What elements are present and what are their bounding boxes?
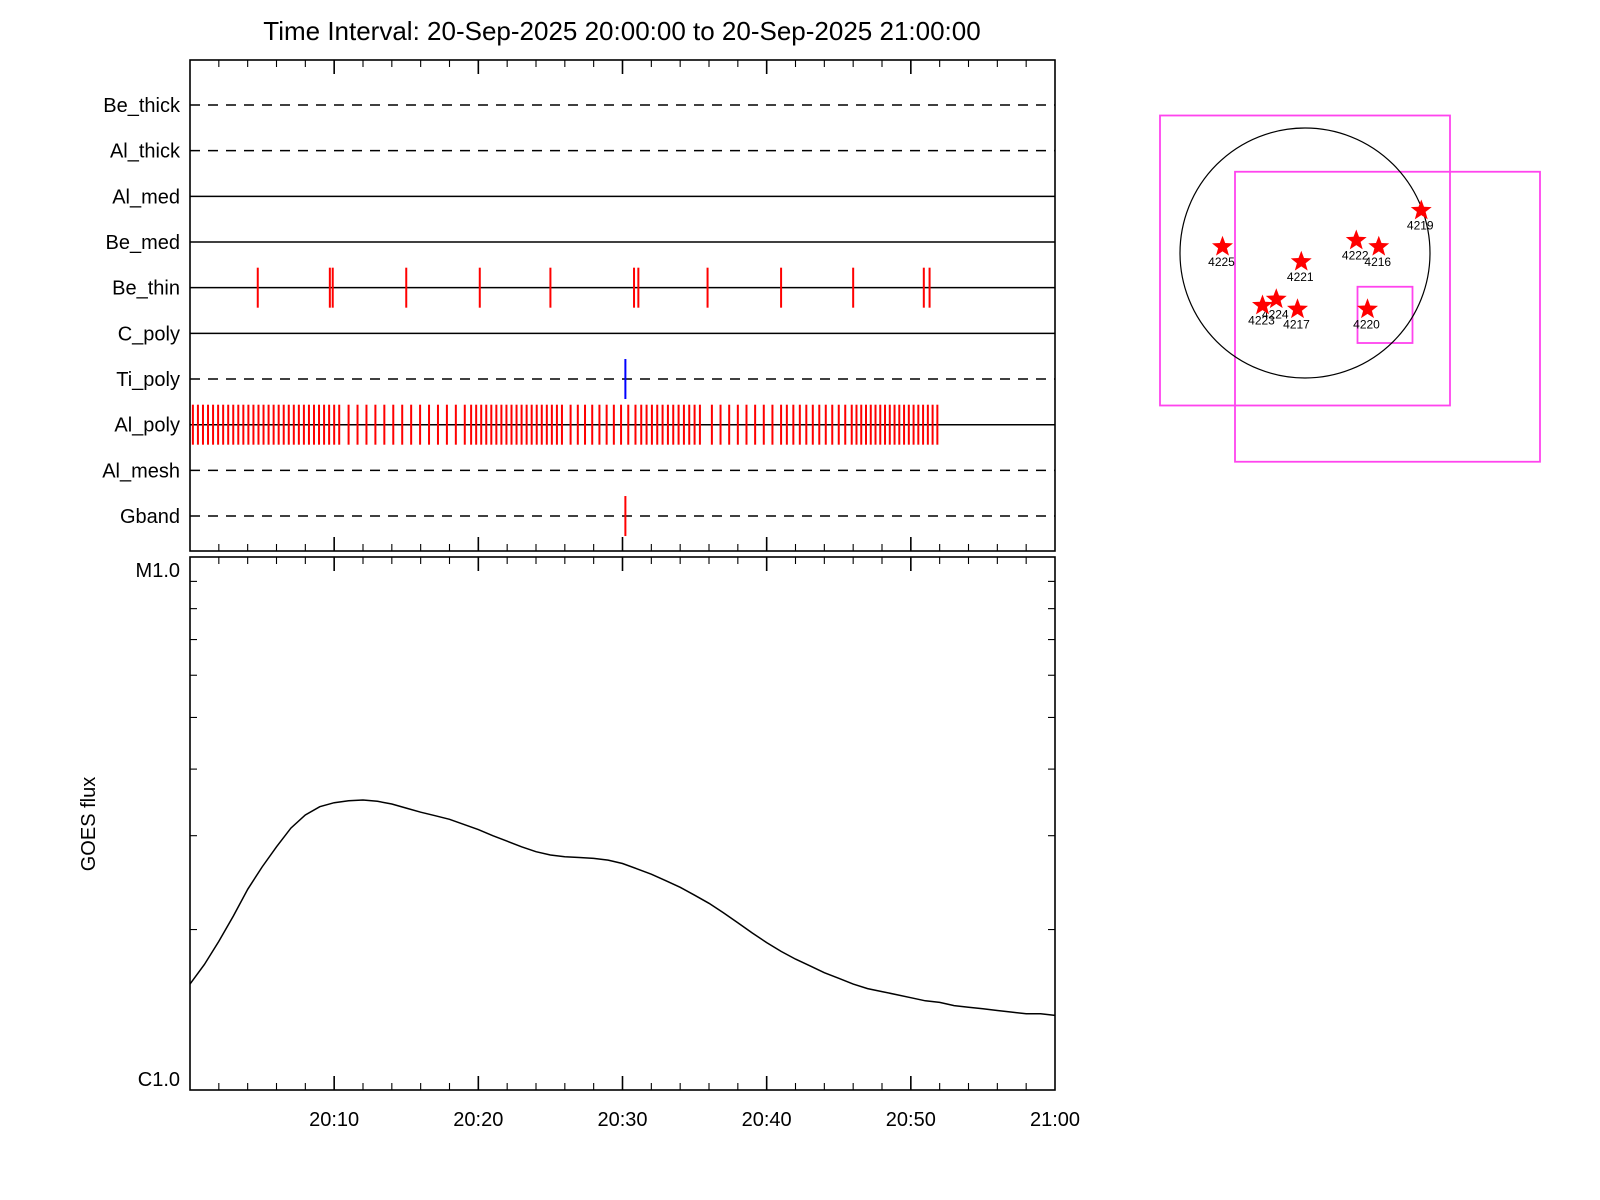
active-region-label: 4223 [1248, 314, 1275, 328]
x-tick-label: 20:40 [742, 1109, 792, 1131]
goes-ymin-label: C1.0 [138, 1069, 180, 1091]
channel-label: Be_thick [103, 95, 181, 117]
goes-ymax-label: M1.0 [136, 560, 180, 582]
goes-frame [189, 556, 1056, 1091]
fov-box-3 [1356, 285, 1414, 344]
channel-label: Al_thick [110, 141, 181, 163]
channel-row-al_poly: Al_poly [114, 404, 1055, 445]
active-region-4219: 4219 [1407, 199, 1434, 233]
fov-box-2 [1234, 170, 1541, 463]
channel-row-c_poly: C_poly [118, 323, 1055, 345]
active-region-star-icon [1290, 250, 1312, 271]
channel-row-al_med: Al_med [112, 186, 1055, 208]
page-title: Time Interval: 20-Sep-2025 20:00:00 to 2… [263, 16, 980, 46]
channel-row-be_thick: Be_thick [103, 95, 1055, 117]
active-region-label: 4222 [1342, 249, 1369, 263]
channel-row-gband: Gband [120, 496, 1055, 537]
active-region-label: 4217 [1283, 317, 1310, 331]
active-region-star-icon [1252, 294, 1273, 315]
active-region-4221: 4221 [1287, 250, 1314, 284]
x-tick-label: 20:10 [309, 1109, 359, 1131]
active-region-4223: 4223 [1248, 294, 1275, 328]
active-region-4224: 4224 [1262, 288, 1289, 321]
active-region-label: 4220 [1353, 317, 1380, 331]
active-region-star-icon [1410, 199, 1432, 220]
channel-label: Al_mesh [102, 460, 180, 482]
active-region-star-icon [1368, 235, 1390, 256]
active-region-label: 4221 [1287, 270, 1314, 284]
active-region-star-icon [1212, 235, 1233, 256]
goes-axis-title: GOES flux [78, 777, 100, 871]
channel-row-be_thin: Be_thin [112, 267, 1055, 308]
timeline-panel: Be_thick Al_thick Al_med Be_med Be_thin C_pol… [102, 59, 1056, 552]
x-tick-label: 21:00 [1030, 1109, 1080, 1131]
channel-label: C_poly [118, 323, 180, 345]
channel-label: Al_med [112, 186, 180, 208]
active-region-4220: 4220 [1353, 298, 1380, 331]
active-region-label: 4216 [1364, 255, 1391, 269]
channel-row-al_mesh: Al_mesh [102, 460, 1055, 482]
goes-flux-panel: M1.0 C1.0 GOES flux 20:10 20:20 20:30 20:40… [78, 556, 1080, 1131]
active-region-4222: 4222 [1342, 229, 1369, 263]
active-region-star-icon [1345, 229, 1367, 250]
channel-label: Be_thin [112, 278, 180, 300]
x-tick-label: 20:30 [597, 1109, 647, 1131]
active-region-label: 4225 [1208, 255, 1235, 269]
goes-flux-curve [189, 799, 1056, 1017]
channel-label: Be_med [106, 232, 181, 254]
x-tick-label: 20:50 [886, 1109, 936, 1131]
active-region-4225: 4225 [1208, 235, 1235, 269]
channel-label: Ti_poly [116, 369, 180, 391]
channel-row-be_med: Be_med [106, 232, 1055, 254]
active-region-label: 4219 [1407, 219, 1434, 233]
solar-limb [1179, 127, 1431, 379]
timeline-frame [189, 59, 1056, 552]
channel-label: Gband [120, 506, 180, 528]
channel-row-al_thick: Al_thick [110, 141, 1055, 163]
fov-box-1 [1159, 114, 1451, 407]
channel-label: Al_poly [114, 415, 180, 437]
channel-row-ti_poly: Ti_poly [116, 359, 1055, 400]
x-tick-label: 20:20 [453, 1109, 503, 1131]
active-region-4216: 4216 [1364, 235, 1391, 269]
active-region-star-icon [1357, 298, 1378, 319]
active-region-star-icon [1287, 298, 1308, 319]
active-region-4217: 4217 [1283, 298, 1310, 331]
active-region-star-icon [1265, 288, 1287, 309]
active-region-label: 4224 [1262, 307, 1289, 321]
